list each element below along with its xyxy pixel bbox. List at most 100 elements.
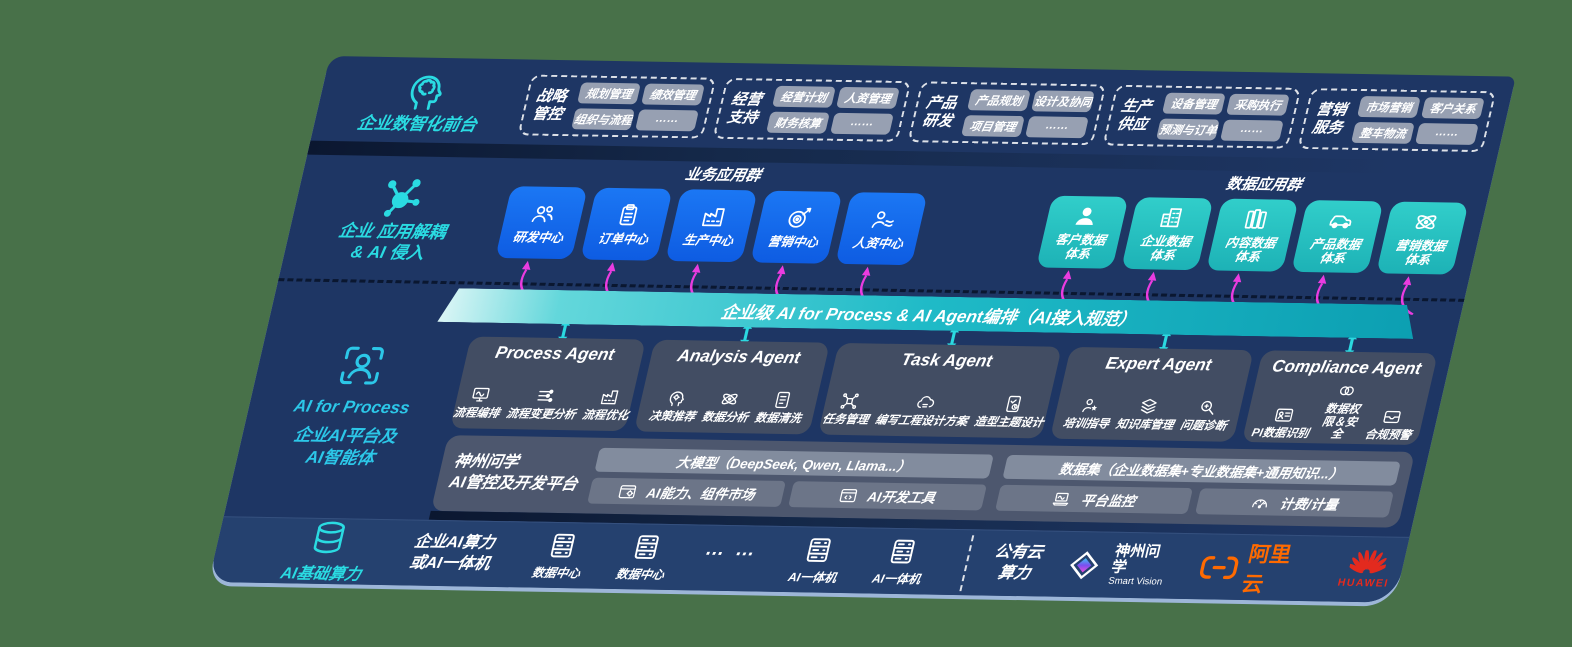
tile-rd-center: 研发中心	[495, 186, 588, 260]
node-datacenter-2: 数据中心	[614, 532, 674, 583]
chip: ……	[830, 112, 894, 135]
front-office-label: 企业数智化前台	[355, 113, 479, 135]
front-group-marketing: 营销服务 市场营销 客户关系 整车物流 ……	[1297, 88, 1497, 153]
aliyun-bracket-icon	[1197, 554, 1242, 581]
node-ellipsis: … …	[703, 538, 761, 561]
chip: ……	[1025, 116, 1089, 139]
server-icon	[545, 530, 581, 559]
car-icon	[1325, 207, 1357, 233]
node-datacenter-1: 数据中心	[530, 530, 590, 581]
factory-icon	[698, 203, 730, 229]
chip: 整车物流	[1350, 121, 1415, 144]
tile-product-data: 产品数据 体系	[1291, 200, 1384, 274]
smartvision-name: 神州问学	[1109, 542, 1163, 577]
clipboard-icon	[613, 202, 645, 228]
layers-icon	[1137, 397, 1162, 417]
expert-agent-box: Expert Agent 培训指导 知识库管理 问题诊断	[1049, 346, 1254, 442]
public-cloud-line1: 公有云	[992, 543, 1045, 562]
agent-title: Task Agent	[899, 350, 995, 371]
smartvision-diamond-icon	[1062, 546, 1108, 584]
atom-icon	[1410, 209, 1442, 235]
diagram-panel: 企业数智化前台 战略管控 规划管理 绩效管理 组织与流程 …… 经营支持 经营计…	[208, 56, 1516, 603]
chip: 绩效管理	[641, 83, 705, 106]
chip: 采购执行	[1225, 93, 1290, 116]
infra-label: AI基础算力	[278, 565, 363, 584]
tile-content-data: 内容数据 体系	[1206, 198, 1299, 272]
agent-title: Process Agent	[493, 342, 617, 364]
head-brain-icon	[399, 71, 451, 114]
server-icon	[801, 535, 837, 564]
analysis-agent-box: Analysis Agent 决策推荐 数据分析 数据清洗	[633, 339, 831, 435]
chip: 市场营销	[1356, 96, 1421, 118]
platform-monitor-cell: 平台监控	[994, 484, 1194, 515]
inbox-alert-icon	[1380, 407, 1405, 427]
sliders-icon	[533, 386, 558, 406]
platform-subname: AI管控及开发平台	[447, 474, 580, 494]
huawei-flower-icon	[1347, 550, 1389, 577]
window-code-icon	[837, 485, 860, 504]
ai-platform-label-block: AI for Process 企业AI平台及 AI智能体	[224, 333, 471, 520]
model-half: 大模型（DeepSeek, Qwen, Llama...） AI能力、组件市场 …	[587, 447, 994, 511]
factory-icon	[597, 387, 622, 407]
cloud-icon	[913, 393, 938, 413]
doc-icon	[770, 390, 795, 410]
dataset-bar: 数据集（企业数据集+专业数据集+通用知识...）	[1001, 454, 1401, 486]
ai-platform-label-line1: 企业AI平台及	[291, 425, 399, 447]
node-ai-appliance-1: AI一体机	[787, 535, 847, 586]
tile-hr-center: 人资中心	[835, 192, 928, 266]
chip: 设计及协同	[1031, 90, 1095, 113]
circles-icon	[1335, 381, 1360, 401]
compliance-agent-box: Compliance Agent PI数据识别 数据权限＆安全 合规预警	[1241, 350, 1438, 446]
chip: 产品规划	[967, 89, 1031, 112]
aliyun-name: 阿里云	[1239, 542, 1294, 596]
chip: 客户关系	[1420, 97, 1485, 120]
public-cloud-line2: 算力	[996, 564, 1033, 582]
data-app-group: 数据应用群 客户数据 体系 企业数据 体系 内容数据 体系 产品数据 体系 营销数据 体系	[1028, 170, 1474, 309]
chip: 设备管理	[1161, 92, 1226, 115]
tile-marketing-center: 营销中心	[750, 190, 843, 264]
tile-customer-data: 客户数据 体系	[1036, 195, 1129, 269]
ai-platform-label-line2: AI智能体	[304, 447, 377, 468]
magnifier-icon	[1195, 398, 1220, 418]
chip: ……	[635, 109, 699, 132]
monitor-icon	[468, 385, 493, 405]
decouple-label-line2: & AI 侵入	[348, 242, 427, 263]
front-groups: 战略管控 规划管理 绩效管理 组织与流程 …… 经营支持 经营计划 人资管理 财…	[517, 74, 1512, 153]
infra-label-block: AI基础算力	[249, 518, 404, 585]
front-group-operation: 经营支持 经营计划 人资管理 财务核算 ……	[712, 77, 912, 142]
dataset-half: 数据集（企业数据集+专业数据集+通用知识...） 平台监控 计费/计量	[994, 454, 1401, 518]
compute-label-line1: 企业AI算力	[412, 533, 497, 552]
database-icon	[306, 519, 353, 558]
group-title: 营销服务	[1310, 100, 1349, 137]
agent-row: Process Agent 流程编排 流程变更分析 流程优化 Analysis …	[449, 336, 1452, 446]
data-group-title: 数据应用群	[1224, 175, 1304, 194]
chip: ……	[1219, 119, 1284, 142]
chip: ……	[1414, 123, 1479, 145]
chip: 人资管理	[836, 86, 900, 109]
group-title: 生产供应	[1115, 97, 1154, 133]
compute-label-line2: 或AI一体机	[407, 554, 492, 573]
decouple-label-line1: 企业 应用解耦	[336, 220, 448, 242]
chip: 预测与订单	[1156, 118, 1220, 141]
front-group-product: 产品研发 产品规划 设计及协同 项目管理 ……	[907, 81, 1107, 146]
scan-person-icon	[333, 342, 390, 389]
ai-for-process-label: AI for Process	[292, 396, 412, 418]
smartvision-sub: Smart Vision	[1107, 575, 1164, 588]
tile-production-center: 生产中心	[665, 189, 758, 263]
agent-title: Compliance Agent	[1270, 356, 1424, 379]
tile-marketing-data: 营销数据 体系	[1376, 201, 1469, 275]
billing-cell: 计费/计量	[1195, 488, 1394, 518]
tile-enterprise-data: 企业数据 体系	[1121, 197, 1214, 271]
task-agent-box: Task Agent 任务管理 编写工程设计方案 造型主题设计	[817, 342, 1062, 439]
chip: 财务核算	[766, 111, 830, 134]
group-title: 产品研发	[920, 93, 959, 130]
gauge-icon	[1249, 493, 1272, 512]
server-icon	[629, 532, 665, 561]
aliyun-logo: 阿里云	[1193, 537, 1314, 599]
tablet-icon	[1001, 394, 1026, 414]
laptop-chart-icon	[1050, 489, 1073, 508]
idcard-icon	[1272, 405, 1297, 425]
group-title: 战略管控	[530, 87, 569, 123]
tile-order-center: 订单中心	[580, 187, 673, 261]
chip: 项目管理	[961, 115, 1025, 138]
